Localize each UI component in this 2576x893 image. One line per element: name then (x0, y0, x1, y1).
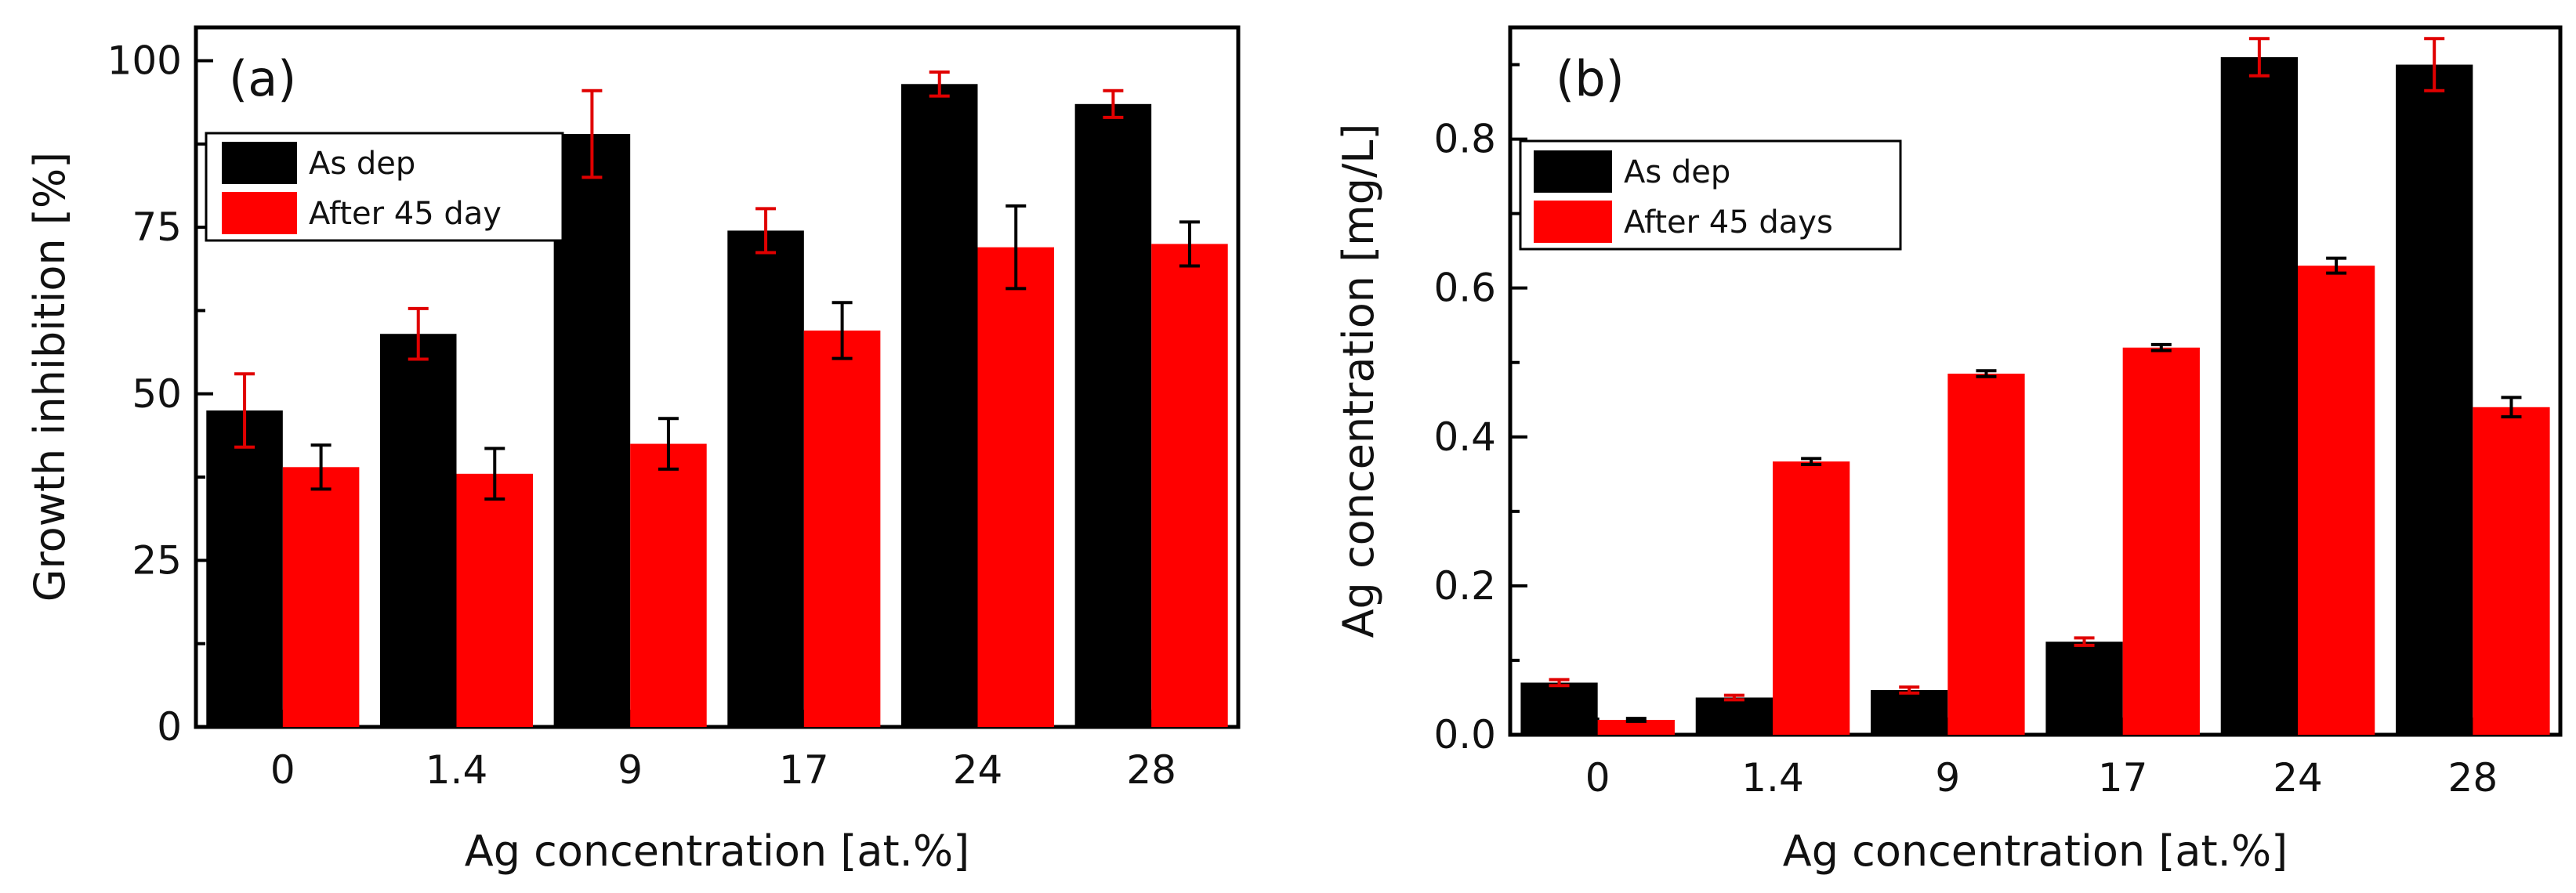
panel-b-legend-label-as-dep: As dep (1624, 154, 1730, 190)
panel-a-legend-swatch-after-45-day (222, 192, 297, 234)
panel-b-legend-label-after-45-days: After 45 days (1624, 204, 1833, 240)
panel-a-y-tick-label: 75 (132, 204, 182, 250)
panel-a-bar-after-45-day (456, 473, 534, 727)
panel-b-x-tick-label: 28 (2448, 755, 2498, 801)
panel-a-y-tick-label: 100 (107, 38, 182, 84)
panel-b-x-tick-label: 0 (1585, 755, 1610, 801)
panel-a-bar-after-45-day (630, 443, 707, 727)
panel-b-legend: As dep After 45 days (1519, 139, 1902, 251)
panel-b-x-tick-label: 24 (2273, 755, 2323, 801)
panel-a-x-tick-label: 1.4 (426, 747, 488, 793)
panel-a-chart: 0 25 50 75 100 0 1.4 9 17 24 28 (a) As dep After … (25, 25, 1241, 876)
panel-a-bar-as-dep (1074, 103, 1152, 728)
panel-a-x-tick-label: 17 (779, 747, 829, 793)
panel-b-plot-frame (1508, 25, 2563, 737)
panel-a-y-ticks: 0 25 50 75 100 (107, 38, 213, 750)
panel-a-bar-as-dep (206, 410, 283, 727)
panel-b-y-tick-label: 0.0 (1433, 712, 1496, 757)
panel-b-legend-swatch-after-45-days (1534, 201, 1612, 243)
panel-a-y-tick-label: 25 (132, 537, 182, 583)
panel-b-bar-after-45-days (2473, 407, 2550, 735)
panel-a-y-tick-label: 50 (132, 371, 182, 417)
panel-a-legend: As dep After 45 day (205, 132, 564, 242)
panel-b-x-ticks: 0 1.4 9 17 24 28 (1585, 718, 2498, 801)
panel-a-x-tick-label: 0 (270, 747, 295, 793)
panel-a-y-tick-label: 0 (157, 704, 182, 750)
panel-a-bar-as-dep (553, 134, 631, 728)
panel-a-x-axis-title: Ag concentration [at.%] (465, 826, 969, 876)
panel-b-y-axis-title: Ag concentration [mg/L] (1334, 124, 1383, 638)
panel-a-error-bars (234, 70, 1200, 501)
panel-b-bar-after-45-days (1947, 373, 2025, 735)
panel-b-bar-as-dep (1695, 697, 1773, 735)
panel-b-y-tick-label: 0.4 (1433, 414, 1496, 460)
panel-b-y-tick-label: 0.2 (1433, 563, 1496, 609)
panel-a-bar-as-dep (900, 84, 978, 728)
panel-b-y-ticks: 0.0 0.2 0.4 0.6 0.8 (1433, 63, 1527, 757)
panel-a-bar-after-45-day (282, 467, 360, 727)
panel-a-bars (206, 84, 1228, 728)
panel-b-bar-after-45-days (1773, 461, 1850, 735)
panel-b-bar-after-45-days (2298, 266, 2375, 735)
panel-a-bar-after-45-day (1151, 244, 1228, 727)
panel-b-error-bars (1549, 37, 2522, 723)
panel-a-bar-as-dep (379, 334, 457, 727)
panel-a-y-axis-title: Growth inhibition [%] (25, 152, 74, 602)
panel-a-x-tick-label: 24 (953, 747, 1003, 793)
panel-b-bar-as-dep (1871, 689, 1948, 735)
panel-a-legend-label-as-dep: As dep (309, 146, 415, 182)
panel-b-bar-after-45-days (2122, 347, 2200, 735)
panel-b-bar-as-dep (2045, 642, 2123, 735)
panel-b-x-axis-title: Ag concentration [at.%] (1783, 826, 2288, 876)
panel-a-legend-label-after-45-day: After 45 day (309, 196, 502, 232)
panel-b-legend-swatch-as-dep (1534, 150, 1612, 193)
panel-a-bar-after-45-day (977, 247, 1055, 728)
panel-b-x-tick-label: 9 (1935, 755, 1960, 801)
panel-b-label: (b) (1556, 50, 1625, 107)
panel-b-bars (1520, 57, 2550, 736)
panel-b-y-tick-label: 0.8 (1433, 117, 1496, 162)
panel-b-bar-as-dep (1520, 682, 1598, 735)
panel-b-bar-as-dep (2396, 64, 2473, 736)
panel-b-x-tick-label: 1.4 (1741, 755, 1804, 801)
panel-a-label: (a) (229, 50, 296, 107)
panel-a-legend-swatch-as-dep (222, 142, 297, 184)
panel-b-y-tick-label: 0.6 (1433, 266, 1496, 311)
panel-b-x-tick-label: 17 (2098, 755, 2148, 801)
panel-a-bar-as-dep (727, 230, 804, 727)
panel-b-bar-after-45-days (1597, 719, 1675, 735)
panel-a-x-tick-label: 9 (618, 747, 643, 793)
panel-b-bar-as-dep (2220, 57, 2298, 735)
panel-a-bar-after-45-day (803, 330, 881, 727)
panel-a-plot-frame (194, 25, 1241, 729)
panel-a-x-tick-label: 28 (1126, 747, 1176, 793)
panel-b-chart: 0.0 0.2 0.4 0.6 0.8 0 1.4 9 17 24 28 (b) As dep A… (1334, 25, 2563, 876)
